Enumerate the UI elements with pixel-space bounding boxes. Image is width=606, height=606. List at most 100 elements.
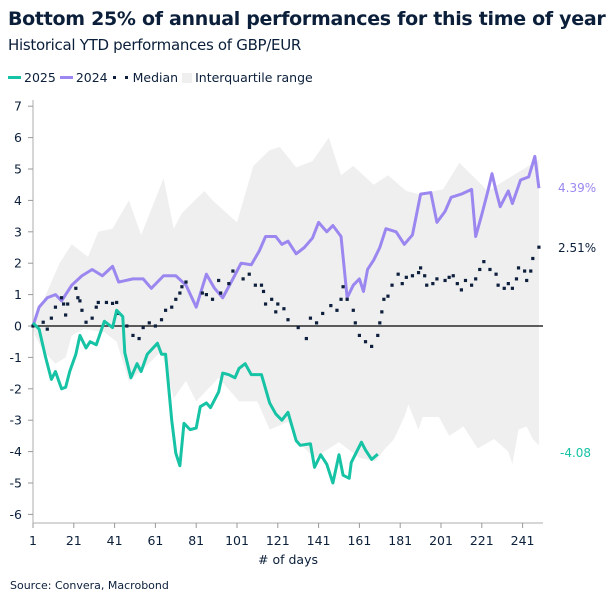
median-dot: [425, 283, 429, 287]
median-dot: [382, 297, 386, 301]
series-2025-line: [31, 308, 379, 485]
median-dot: [231, 269, 235, 273]
x-tick-label: 221: [470, 533, 494, 548]
median-dot: [131, 333, 135, 338]
x-tick-label: 61: [147, 533, 163, 548]
median-dot: [351, 308, 355, 312]
median-dot: [184, 280, 188, 284]
median-dot: [329, 303, 333, 308]
y-tick-label: -4: [10, 444, 23, 459]
median-dot: [66, 302, 70, 306]
median-dot: [304, 336, 308, 341]
x-tick-label: 141: [307, 533, 331, 548]
legend-label-iqr: Interquartile range: [195, 70, 313, 85]
legend-item-median: Median: [112, 70, 178, 85]
median-dot: [204, 293, 208, 297]
median-dot: [419, 266, 423, 270]
median-dot: [125, 324, 129, 328]
source-note: Source: Convera, Macrobond: [10, 579, 169, 592]
median-dot: [404, 275, 408, 279]
end-label-2024: 4.39%: [558, 181, 597, 195]
median-dot: [376, 333, 380, 338]
median-dot: [219, 291, 223, 295]
median-dot: [431, 282, 435, 286]
median-dot: [478, 267, 482, 272]
median-dot: [525, 278, 529, 283]
median-dot: [396, 272, 400, 276]
median-dot: [286, 318, 290, 322]
median-dot: [80, 308, 84, 312]
x-tick-label: 101: [225, 533, 249, 548]
legend-swatch-iqr: [182, 72, 193, 83]
median-dot: [345, 297, 349, 301]
median-dot: [78, 299, 82, 303]
median-dot: [488, 267, 492, 272]
median-dot: [314, 321, 319, 325]
x-tick-label: 161: [347, 533, 371, 548]
x-tick-label: 81: [188, 533, 204, 548]
median-dot: [470, 283, 474, 287]
median-dot: [321, 311, 325, 316]
median-dot: [261, 289, 266, 294]
x-tick-label: 181: [388, 533, 412, 548]
median-dot: [159, 318, 164, 322]
median-dot: [241, 277, 245, 281]
median-dot: [378, 321, 382, 325]
median-dot: [435, 277, 439, 281]
median-dot: [217, 278, 221, 283]
y-tick-label: -5: [10, 476, 22, 491]
median-dot: [506, 282, 510, 286]
series-2024-line: [31, 154, 541, 327]
median-dot: [147, 321, 151, 325]
median-dot: [96, 300, 100, 305]
median-dot: [270, 297, 274, 301]
median-dot: [370, 344, 374, 349]
y-tick-label: 1: [14, 287, 22, 302]
median-dot: [41, 320, 45, 324]
chart-subtitle: Historical YTD performances of GBP/EUR: [8, 36, 302, 54]
median-dot: [200, 291, 204, 295]
median-dot: [447, 275, 451, 279]
median-dot: [494, 272, 498, 276]
x-tick-label: 1: [29, 533, 37, 548]
median-dot: [516, 266, 521, 270]
median-dot: [64, 313, 68, 317]
legend-swatch-median: [112, 75, 130, 80]
median-dot: [353, 321, 357, 325]
median-dot: [537, 245, 541, 249]
y-tick-label: -1: [10, 350, 22, 365]
median-dot: [482, 260, 486, 264]
legend-swatch-2025: [8, 76, 21, 79]
median-dot: [90, 316, 94, 320]
median-dot: [308, 316, 313, 320]
legend: 2025 2024 Median Interquartile range: [8, 70, 317, 85]
y-tick-label: -3: [10, 413, 22, 428]
median-dot: [451, 274, 455, 278]
median-dot: [59, 296, 64, 300]
median-dot: [341, 285, 345, 289]
median-dot: [529, 269, 533, 273]
median-dot: [137, 336, 141, 341]
median-dot: [253, 283, 257, 287]
legend-label-median: Median: [132, 70, 179, 85]
median-dot: [455, 282, 459, 286]
median-dot: [170, 305, 174, 309]
median-dot: [141, 325, 145, 330]
x-tick-label: 201: [429, 533, 453, 548]
median-dot: [502, 286, 506, 290]
median-dot: [380, 310, 384, 314]
legend-swatch-2024: [59, 76, 73, 79]
median-dot: [115, 300, 119, 305]
x-tick-label: 41: [107, 533, 123, 548]
median-dot: [62, 302, 66, 306]
median-dot: [357, 333, 361, 338]
median-dot: [263, 302, 268, 306]
y-tick-label: 4: [14, 193, 22, 208]
median-dot: [410, 274, 415, 278]
median-dot: [523, 269, 527, 273]
median-dot: [259, 283, 264, 287]
y-tick-label: 3: [14, 224, 22, 239]
median-dot: [164, 308, 168, 312]
median-dot: [514, 277, 519, 281]
